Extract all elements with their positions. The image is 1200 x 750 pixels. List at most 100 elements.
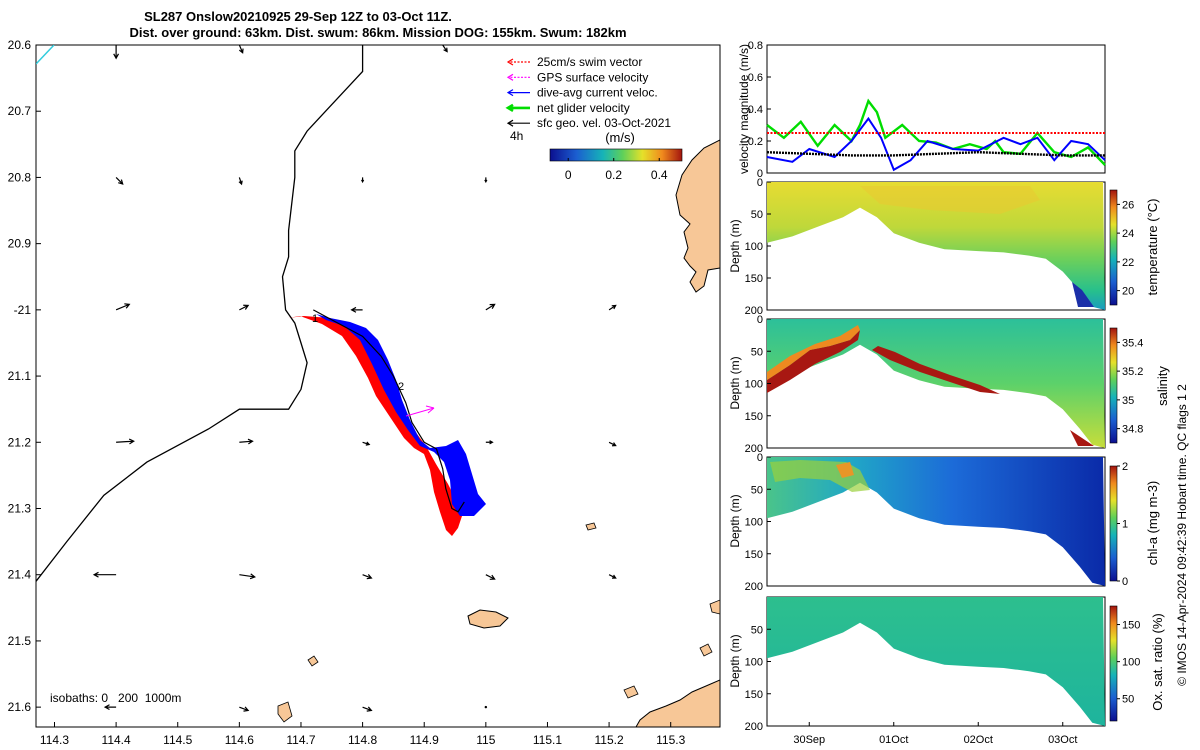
coastline-cyan-segment xyxy=(36,45,55,65)
time-x-tick-label: 01Oct xyxy=(879,734,908,746)
velocity-y-tick-label: 0.6 xyxy=(748,72,763,84)
land-islet-2 xyxy=(307,655,319,667)
sfc-geo-arrow xyxy=(350,306,363,313)
chla-colorbar-tick-label: 0 xyxy=(1122,576,1128,588)
chla-y-tick-label: 100 xyxy=(745,517,763,529)
chla-ylabel: Depth (m) xyxy=(728,494,742,547)
speed-colorbar-tick-label: 0 xyxy=(565,168,572,182)
map-y-tick-label: 21.5 xyxy=(8,634,32,648)
oxygen-y-axis: 50 100 150 200 xyxy=(745,624,771,733)
map-x-tick-label: 115.3 xyxy=(656,733,685,747)
salinity-y-tick-label: 150 xyxy=(745,411,763,423)
oxygen-cblabel: Ox. sat. ratio (%) xyxy=(1150,613,1165,711)
sfc-geo-arrow xyxy=(239,706,250,712)
salinity-y-tick-label: 100 xyxy=(745,379,763,391)
velocity-y-tick-label: 0.8 xyxy=(748,40,763,52)
chla-y-axis: 0 50 100 150 200 xyxy=(745,452,771,593)
chart-title-line2: Dist. over ground: 63km. Dist. swum: 86k… xyxy=(129,25,626,40)
oxygen-panel: 50 100 150 200 30Sep 01Oct 02Oct 03Oct Depth (… xyxy=(728,596,1165,746)
map-x-tick-label: 115.1 xyxy=(533,733,562,747)
oxygen-y-tick-label: 100 xyxy=(745,657,763,669)
salinity-y-tick-label: 200 xyxy=(745,443,763,455)
temperature-ylabel: Depth (m) xyxy=(728,219,742,272)
colorbar-units-label: (m/s) xyxy=(605,130,635,145)
salinity-mid-band-left xyxy=(767,325,860,380)
velocity-series-sfc_geo xyxy=(766,150,1105,157)
velocity-panel: 0 0.2 0.4 0.6 0.8 velocity magnitude (m/s) xyxy=(737,40,1106,180)
temperature-cold-bottom xyxy=(1072,282,1094,307)
velocity-ylabel: velocity magnitude (m/s) xyxy=(737,44,751,174)
legend-label-swim: 25cm/s swim vector xyxy=(537,55,642,69)
salinity-colorbar-ticks: 34.8 35 35.2 35.4 xyxy=(1117,337,1143,436)
velocity-y-tick-label: 0 xyxy=(757,168,763,180)
temperature-colorbar-tick-label: 26 xyxy=(1122,199,1134,211)
salinity-field xyxy=(767,319,1105,448)
velocity-y-tick-label: 0.4 xyxy=(748,104,763,116)
temperature-colorbar-tick-label: 24 xyxy=(1122,228,1134,240)
time-step-label: 4h xyxy=(510,129,523,143)
salinity-y-tick-label: 0 xyxy=(757,314,763,326)
velocity-series xyxy=(766,98,1106,172)
land-island-southeast xyxy=(635,679,720,727)
oxygen-ylabel: Depth (m) xyxy=(728,634,742,687)
sfc-geo-arrow xyxy=(361,177,365,184)
map-x-tick-label: 114.6 xyxy=(225,733,254,747)
sfc-geo-arrow xyxy=(115,303,131,311)
map-y-tick-label: 21.4 xyxy=(8,568,32,582)
velocity-y-tick-label: 0.2 xyxy=(748,136,763,148)
sfc-geo-arrow xyxy=(362,574,373,580)
speed-colorbar-tick-label: 0.4 xyxy=(651,168,668,182)
oxygen-colorbar xyxy=(1109,605,1118,722)
gps-vector-head xyxy=(425,405,435,414)
sfc-geo-arrow xyxy=(238,177,243,186)
map-y-tick-label: 20.6 xyxy=(8,38,32,52)
map-y-tick-label: 20.9 xyxy=(8,237,32,251)
land-islet-5 xyxy=(699,643,713,657)
oxygen-y-tick-label: 200 xyxy=(745,721,763,733)
legend-arrowhead-net xyxy=(505,103,514,113)
temperature-colorbar xyxy=(1109,189,1118,306)
map-x-tick-label: 115 xyxy=(476,733,495,747)
sfc-geo-arrow xyxy=(608,574,617,579)
map-y-tick-label: 21.2 xyxy=(8,435,32,449)
land-islet-6 xyxy=(709,599,720,615)
chla-y-tick-label: 150 xyxy=(745,549,763,561)
track-blue-swath xyxy=(316,314,486,516)
land-islet-4 xyxy=(623,685,639,699)
chla-hot-patch xyxy=(836,462,854,478)
legend-arrowhead-gps xyxy=(506,73,514,81)
temperature-y-tick-label: 200 xyxy=(745,305,763,317)
salinity-deep-high xyxy=(1070,430,1094,446)
speed-colorbar-tick-label: 0.2 xyxy=(605,168,622,182)
sfc-geo-arrow xyxy=(484,177,488,184)
temperature-y-tick-label: 50 xyxy=(751,209,763,221)
track-label-2: 2 xyxy=(398,381,404,393)
map-panel: 1 2 114.3 114.4 114.5 114.6 114.7 114.8 114.9 1… xyxy=(8,38,721,747)
salinity-y-tick-label: 50 xyxy=(751,346,763,358)
temperature-colorbar-ticks: 20 22 24 26 xyxy=(1117,199,1134,298)
land-islet-1 xyxy=(585,522,597,531)
time-x-axis: 30Sep 01Oct 02Oct 03Oct xyxy=(793,722,1077,746)
map-x-tick-label: 114.7 xyxy=(286,733,315,747)
chla-colorbar-ticks: 0 1 2 xyxy=(1117,461,1128,588)
chla-y-tick-label: 50 xyxy=(751,484,763,496)
map-x-tick-label: 114.4 xyxy=(102,733,131,747)
isobath-note: isobaths: 0 200 1000m xyxy=(50,691,181,705)
oxygen-y-tick-label: 50 xyxy=(751,624,763,636)
sfc-geo-arrow xyxy=(92,571,117,578)
sfc-geo-arrow xyxy=(238,45,244,54)
salinity-ylabel: Depth (m) xyxy=(728,356,742,409)
salinity-colorbar-tick-label: 34.8 xyxy=(1122,424,1143,436)
sfc-geo-arrow xyxy=(485,440,494,445)
oxygen-colorbar-tick-label: 150 xyxy=(1122,620,1140,632)
land-islet-3 xyxy=(277,701,293,723)
chla-field xyxy=(767,457,1105,586)
chla-cblabel: chl-a (mg m-3) xyxy=(1145,481,1160,566)
speed-colorbar-ticks: 0 0.2 0.4 xyxy=(565,158,668,182)
map-y-tick-label: 21.6 xyxy=(8,700,32,714)
legend-label-sfc_geo: sfc geo. vel. 03-Oct-2021 xyxy=(537,116,671,130)
time-x-tick-label: 02Oct xyxy=(964,734,993,746)
salinity-cblabel: salinity xyxy=(1155,366,1170,406)
oxygen-y-tick-label: 150 xyxy=(745,689,763,701)
